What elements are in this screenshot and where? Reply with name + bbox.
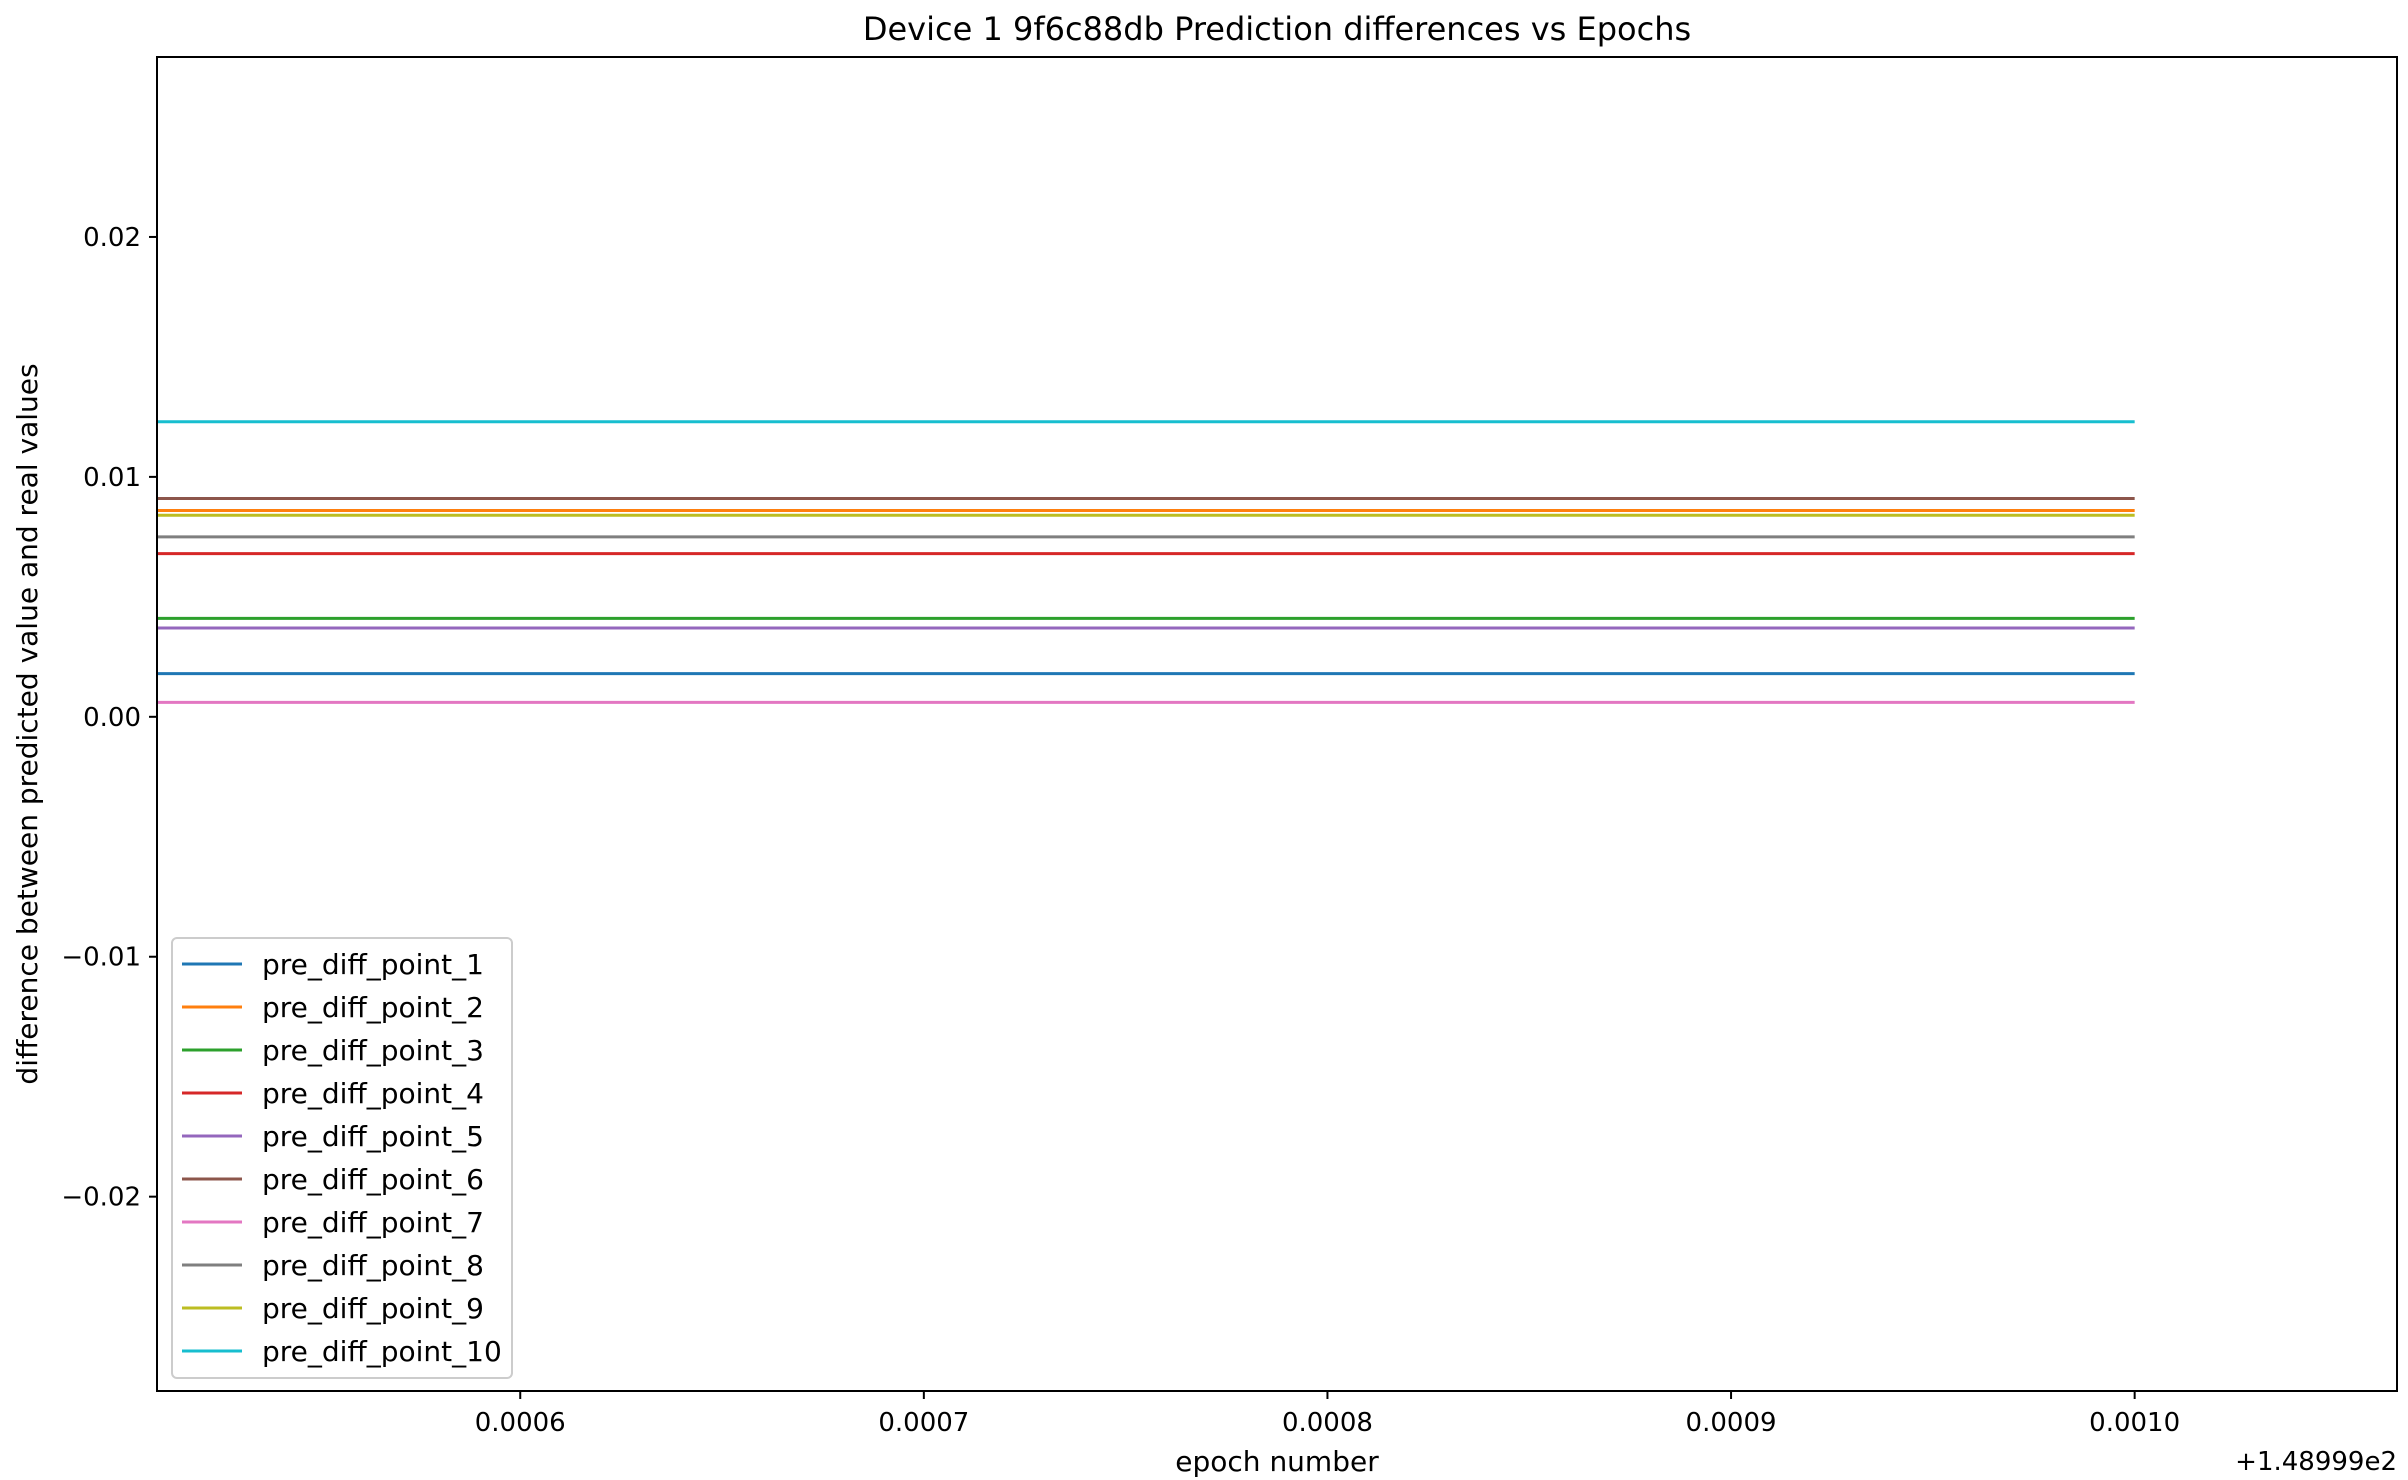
x-tick-label: 0.0009 — [1686, 1408, 1777, 1438]
legend-label-3: pre_diff_point_3 — [262, 1034, 484, 1067]
y-axis-ticks: −0.02 −0.01 0.00 0.01 0.02 — [61, 223, 157, 1213]
legend-label-2: pre_diff_point_2 — [262, 991, 484, 1024]
series-layer — [157, 420, 2135, 704]
x-tick-label: 0.0010 — [2089, 1408, 2180, 1438]
x-tick-label: 0.0006 — [475, 1408, 566, 1438]
legend-label-6: pre_diff_point_6 — [262, 1163, 484, 1196]
legend-label-9: pre_diff_point_9 — [262, 1292, 484, 1325]
legend: pre_diff_point_1 pre_diff_point_2 pre_diff… — [171, 937, 513, 1379]
legend-entries: pre_diff_point_1 pre_diff_point_2 pre_diff… — [182, 948, 502, 1368]
legend-label-5: pre_diff_point_5 — [262, 1120, 484, 1153]
legend-label-7: pre_diff_point_7 — [262, 1206, 484, 1239]
x-tick-label: 0.0007 — [878, 1408, 969, 1438]
x-axis-offset-label: +1.48999e2 — [2235, 1447, 2397, 1477]
x-axis-label: epoch number — [1175, 1445, 1379, 1478]
legend-box — [171, 937, 513, 1379]
chart-title: Device 1 9f6c88db Prediction differences… — [863, 10, 1691, 48]
y-tick-label: 0.02 — [83, 223, 141, 253]
legend-label-1: pre_diff_point_1 — [262, 948, 484, 981]
y-tick-label: 0.00 — [83, 703, 141, 733]
legend-label-4: pre_diff_point_4 — [262, 1077, 484, 1110]
legend-label-8: pre_diff_point_8 — [262, 1249, 484, 1282]
x-tick-label: 0.0008 — [1282, 1408, 1373, 1438]
legend-label-10: pre_diff_point_10 — [262, 1335, 502, 1368]
y-tick-label: 0.01 — [83, 463, 141, 493]
y-tick-label: −0.01 — [61, 943, 141, 973]
y-axis-label: difference between predicted value and r… — [11, 363, 44, 1084]
y-tick-label: −0.02 — [61, 1183, 141, 1213]
plot-area-frame — [156, 56, 2398, 1392]
x-axis-ticks: 0.0006 0.0007 0.0008 0.0009 0.0010 — [475, 1391, 2180, 1438]
